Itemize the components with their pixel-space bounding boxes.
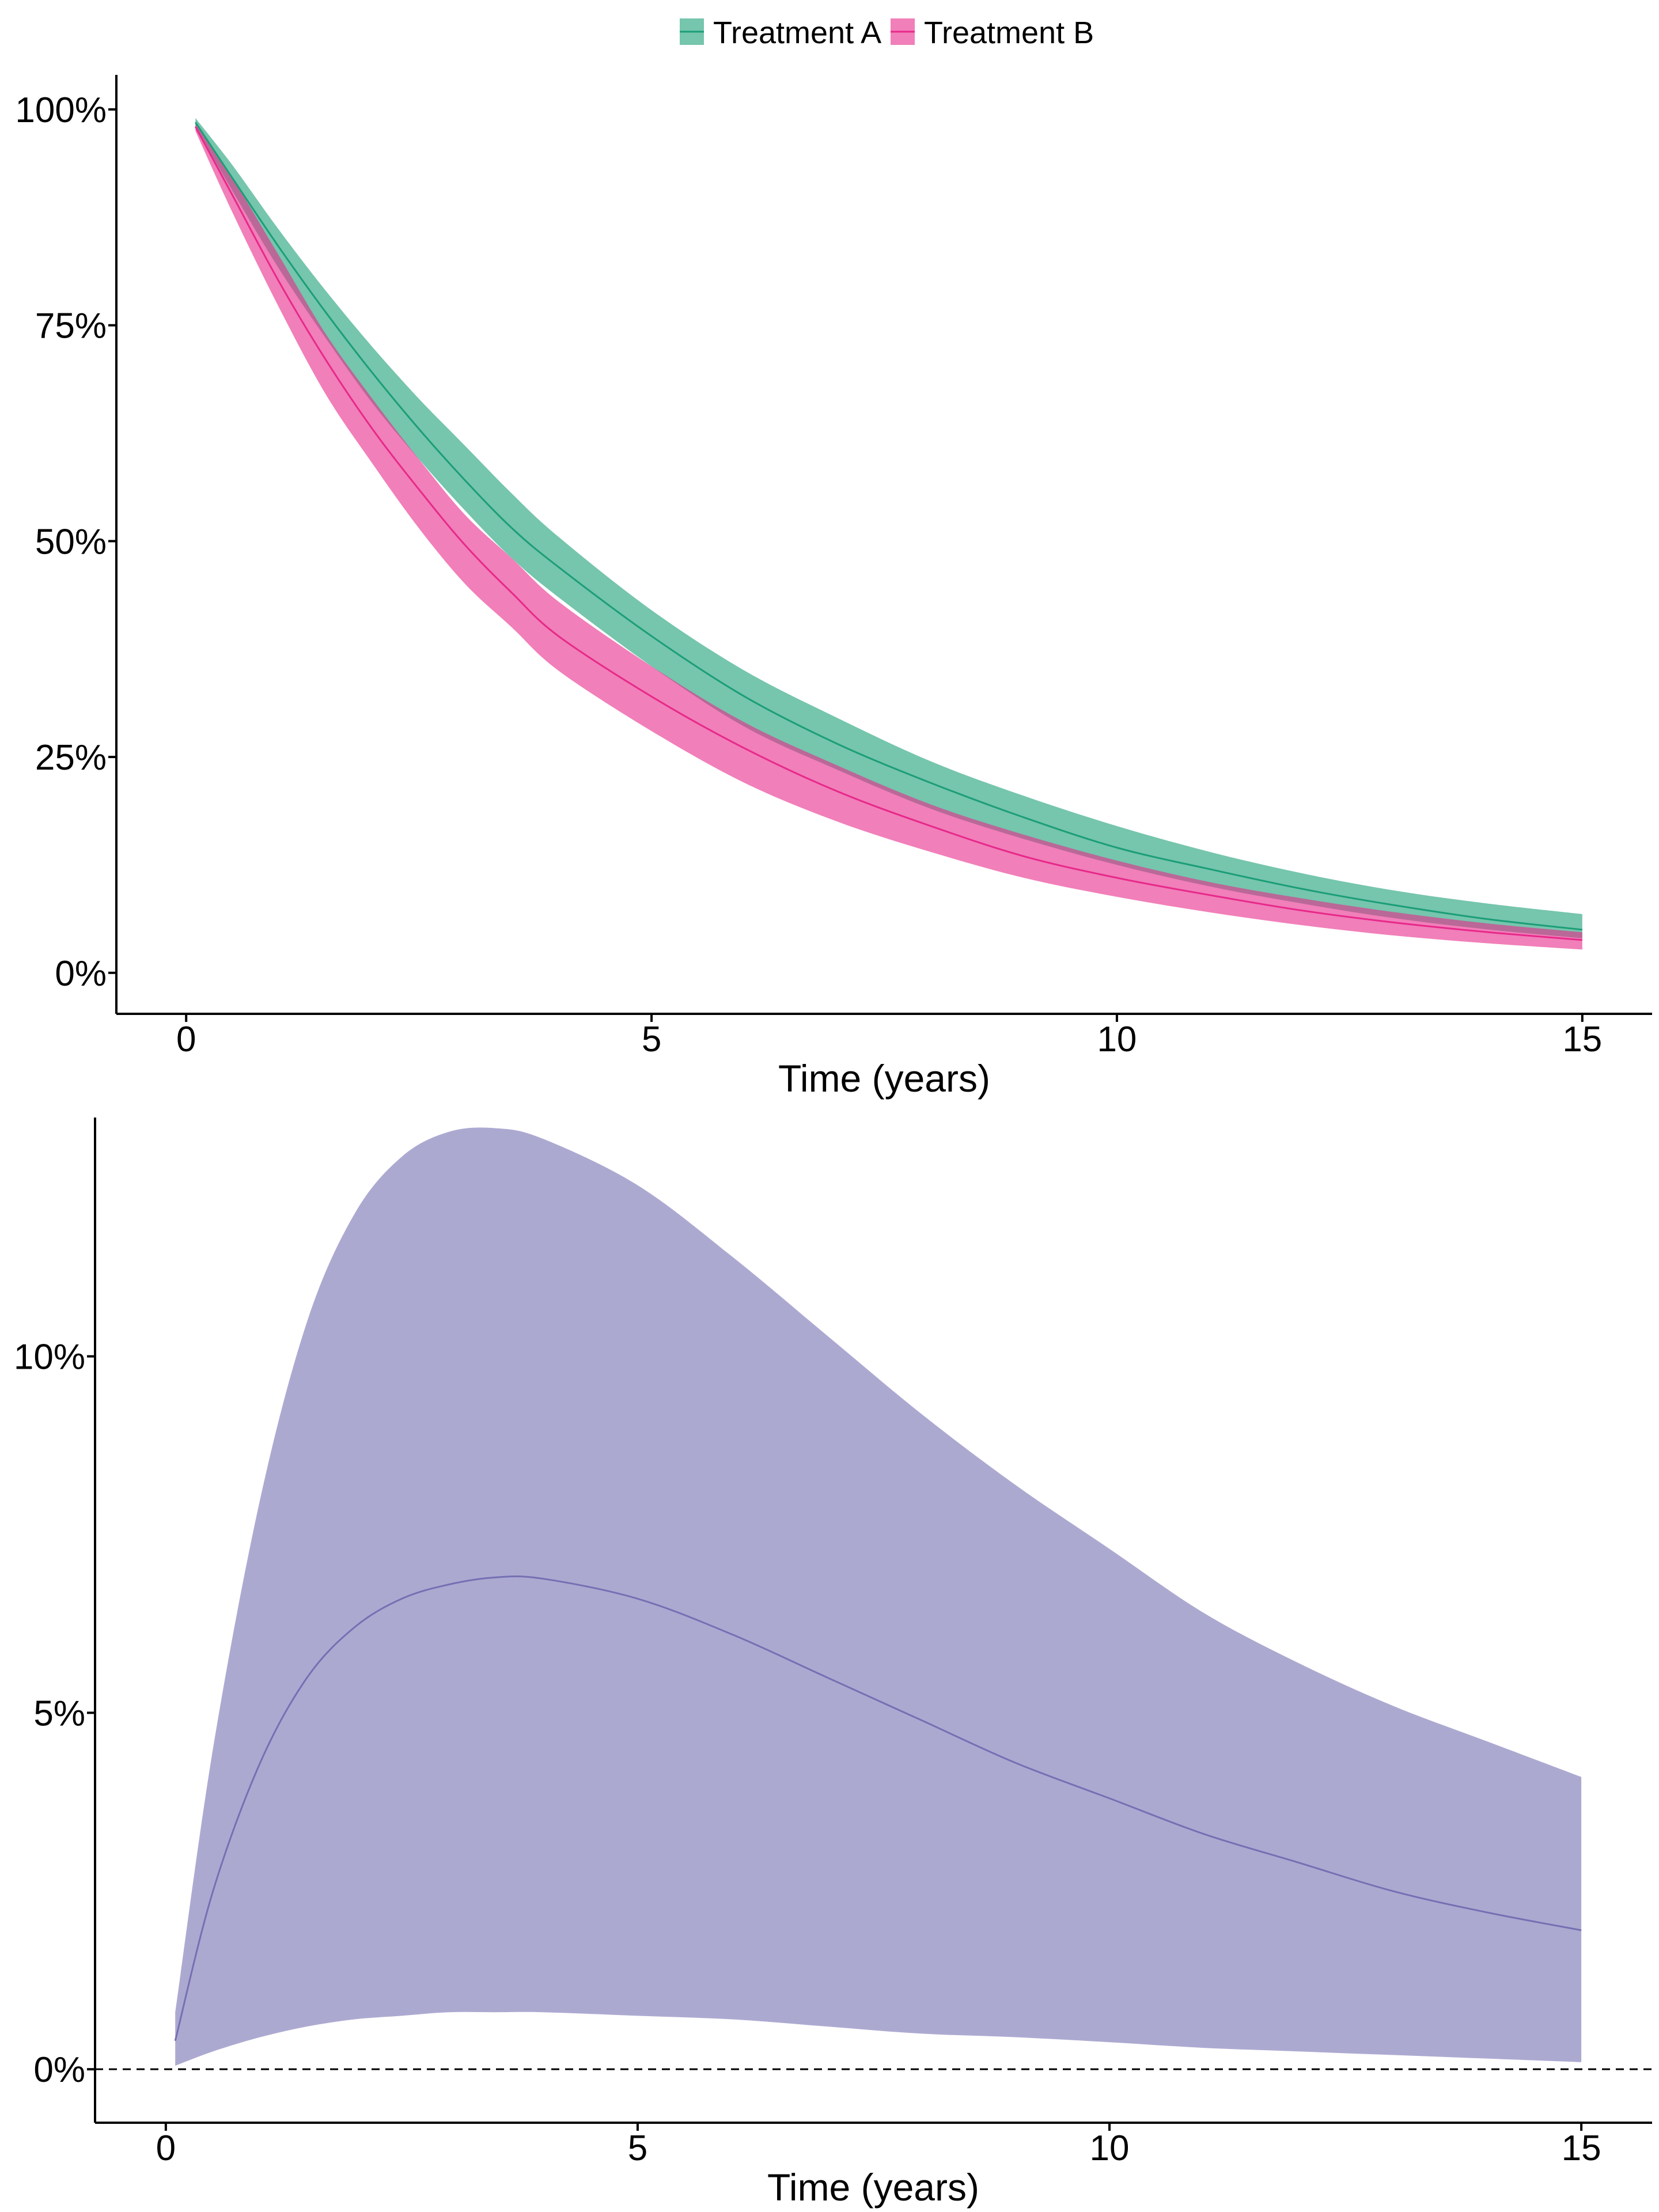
x-tick-label: 15 [1562,2128,1601,2168]
y-tick-label: 25% [35,738,107,778]
x-tick-label: 10 [1090,2128,1130,2168]
x-tick-label: 0 [156,2128,176,2168]
difference-line [174,1575,1582,2041]
y-tick-label: 0% [33,2050,85,2090]
band-treatment-b [195,122,1582,950]
x-axis-ticks: 0 5 10 15 [156,2123,1601,2168]
x-tick-label: 15 [1562,1020,1602,1059]
legend: Treatment A Treatment B [680,16,1094,50]
line-treatment-a [195,122,1582,931]
x-tick-label: 5 [642,1020,661,1059]
x-axis-title: Time (years) [767,2166,979,2209]
y-axis-ticks: 0% 5% 10% [14,1338,95,2090]
x-axis-ticks: 0 5 10 15 [176,1014,1602,1059]
x-tick-label: 0 [176,1020,196,1059]
difference-panel: 0% 5% 10% 0 5 10 15 Time (years) [14,1118,1652,2209]
survival-panel: 0% 25% 50% 75% 100% 0 5 10 15 Time (years) [15,75,1652,1100]
line-treatment-b [194,126,1582,941]
survival-bands [195,118,1582,950]
legend-item-treatment-a: Treatment A [680,16,881,50]
line-difference [174,1575,1582,2041]
legend-label-treatment-a: Treatment A [713,16,881,50]
band-difference [175,1127,1582,2066]
band-treatment-a [195,118,1582,938]
y-tick-label: 100% [15,90,107,130]
difference-band [175,1127,1582,2066]
legend-item-treatment-b: Treatment B [891,16,1094,50]
legend-label-treatment-b: Treatment B [924,16,1094,50]
x-tick-label: 5 [628,2128,647,2168]
survival-lines [194,122,1582,941]
y-axis-ticks: 0% 25% 50% 75% 100% [15,90,116,994]
y-tick-label: 5% [33,1694,85,1733]
x-tick-label: 10 [1097,1020,1137,1059]
y-tick-label: 75% [35,306,107,346]
y-tick-label: 10% [14,1338,85,1377]
y-tick-label: 0% [55,954,107,994]
x-axis-title: Time (years) [778,1057,990,1100]
y-tick-label: 50% [35,522,107,562]
